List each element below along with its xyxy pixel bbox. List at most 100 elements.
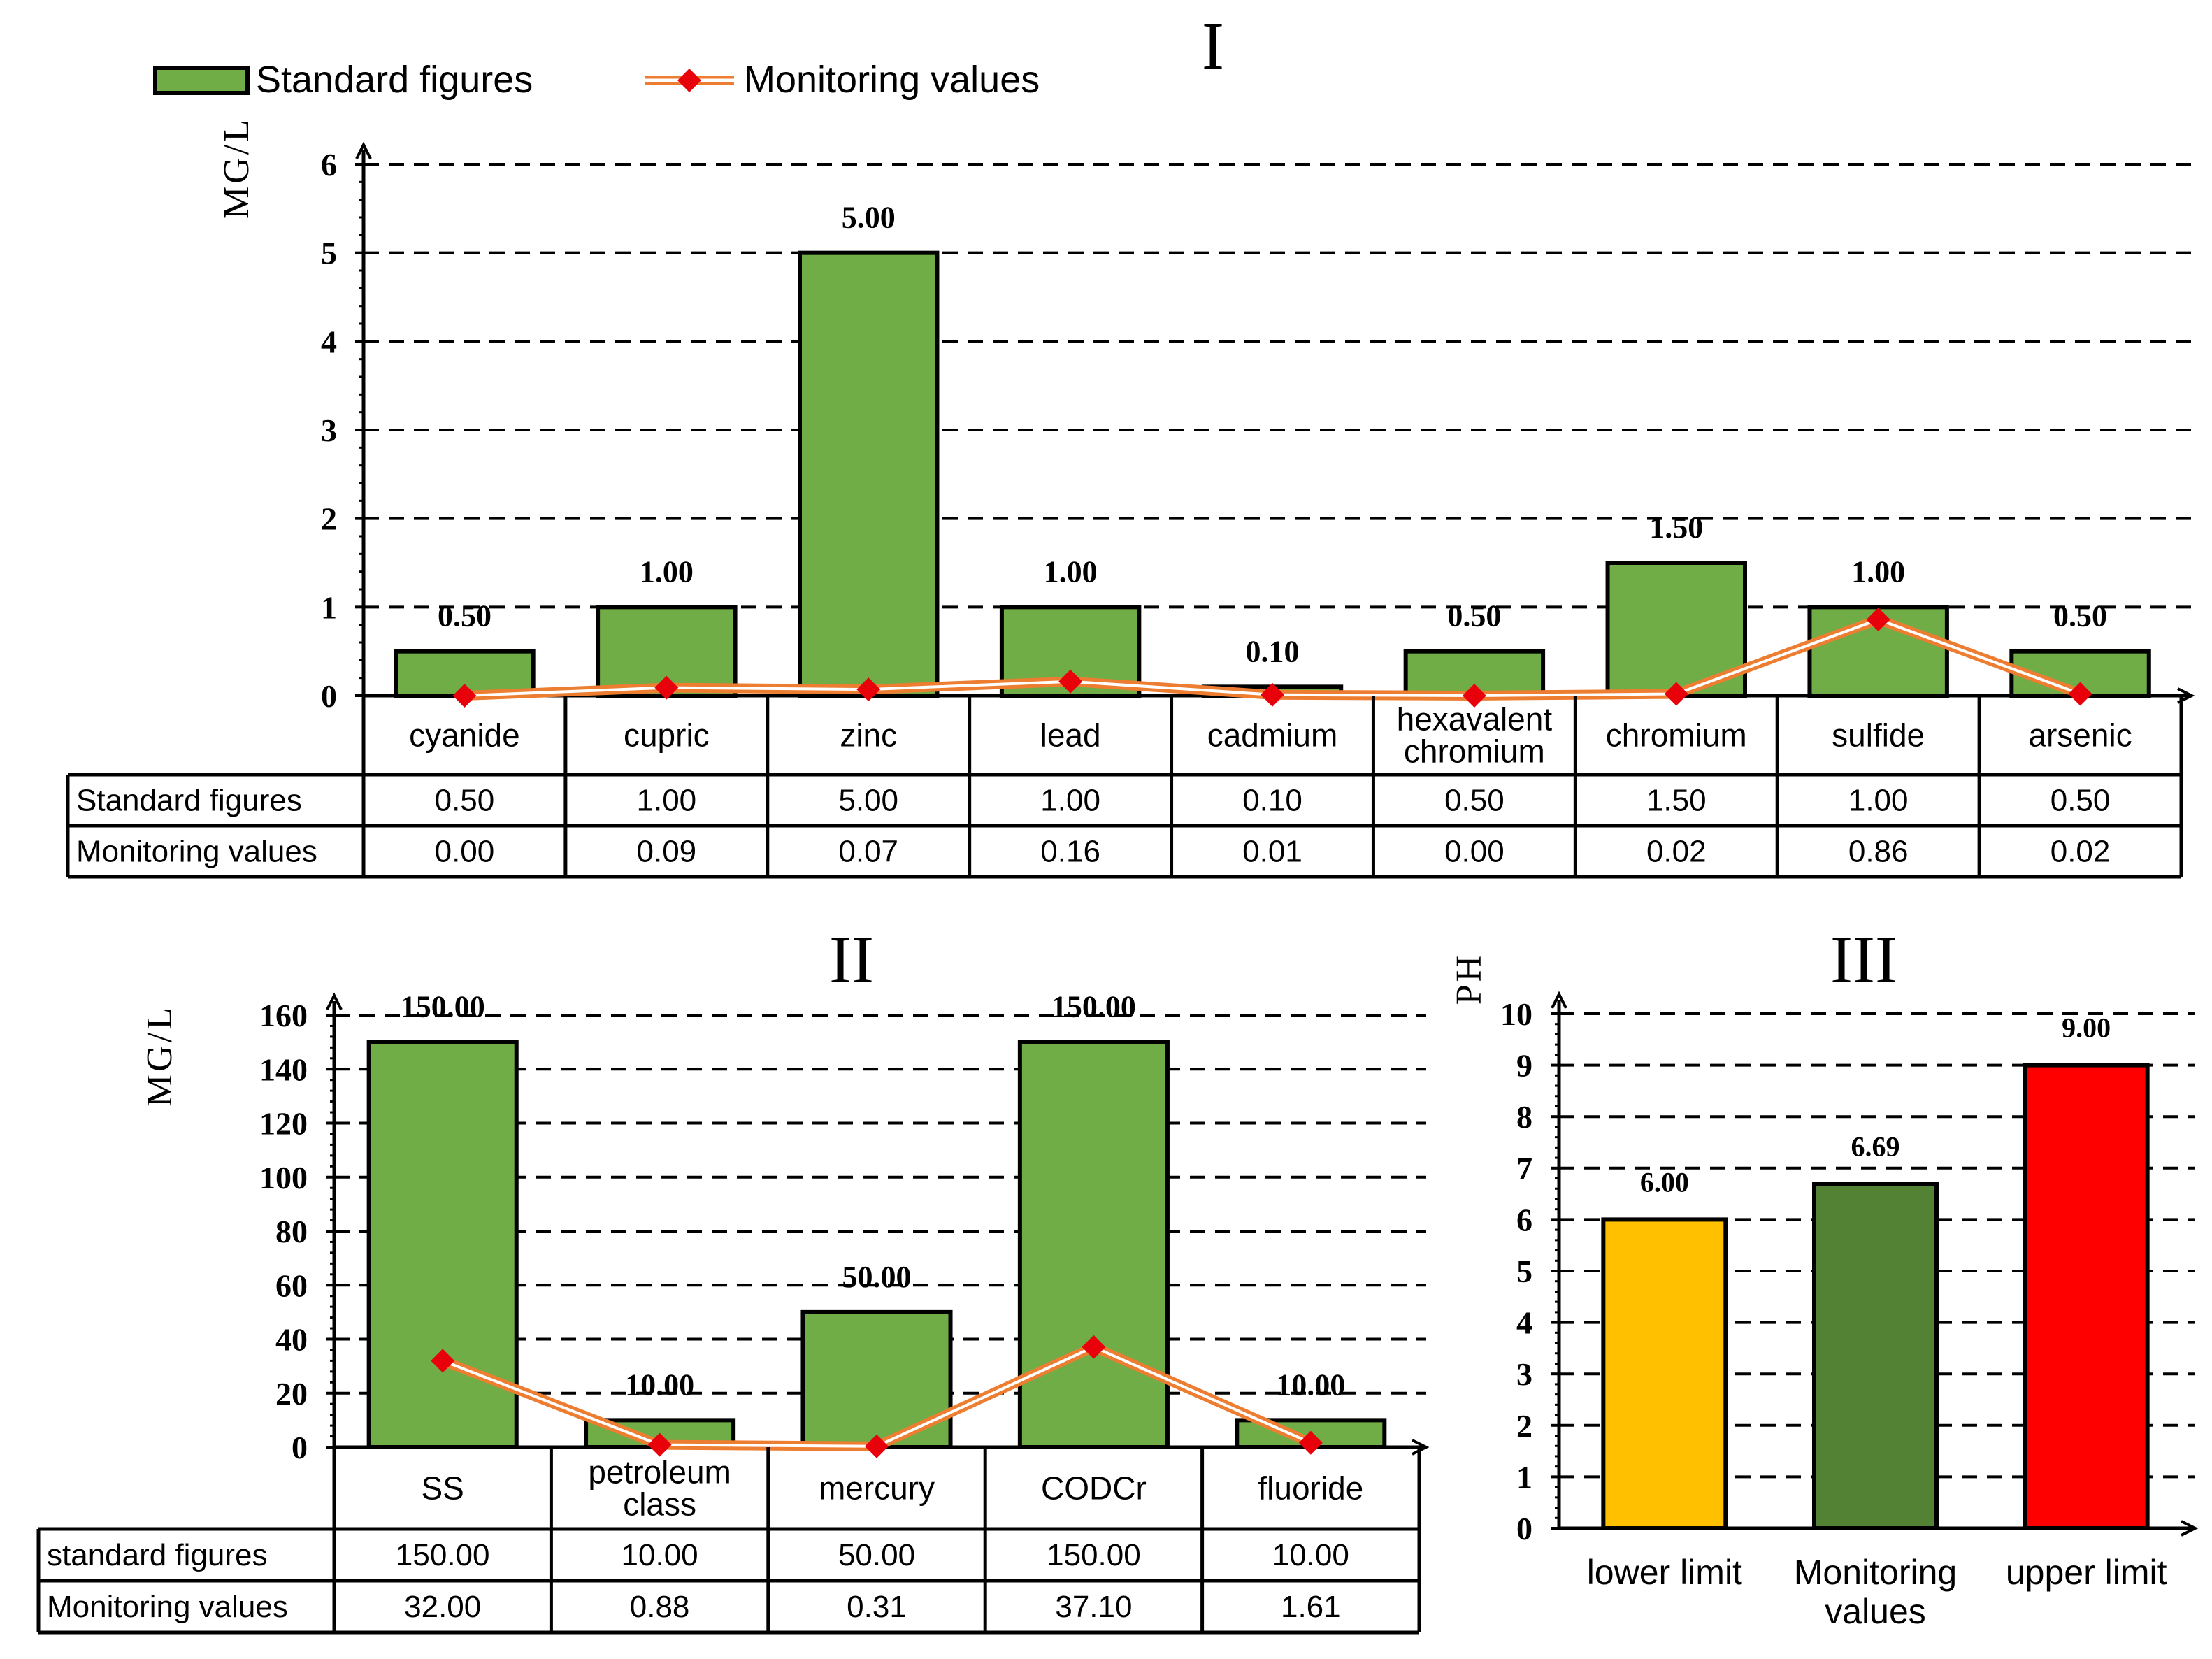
category-label: lower limit [1587,1553,1742,1592]
table-cell: 1.00 [1848,784,1909,818]
y-tick-label: 0 [321,678,337,714]
chart-title: I [1202,8,1224,83]
y-axis-label: MG/L [140,1005,180,1107]
y-tick-label: 40 [275,1322,308,1358]
y-tick-label: 0 [292,1430,308,1465]
table-cell: 0.01 [1242,835,1302,869]
y-axis-label: MG/L [217,117,257,219]
table-cell: 10.00 [1272,1538,1349,1572]
y-tick-label: 160 [259,998,308,1033]
table-cell: 1.50 [1646,784,1707,818]
y-tick-label: 6 [1516,1202,1532,1237]
table-cell: 150.00 [396,1538,490,1572]
monitoring-marker [1082,1335,1106,1359]
table-row-label: Monitoring values [47,1590,288,1624]
category-label: mercury [819,1470,935,1507]
monitoring-marker [1261,682,1284,707]
y-tick-label: 6 [321,147,337,182]
bar-data-label: 10.00 [1276,1367,1345,1402]
y-tick-label: 80 [275,1214,308,1249]
table-cell: 0.31 [847,1590,907,1624]
y-tick-label: 10 [1500,996,1532,1032]
table-cell: 32.00 [404,1590,481,1624]
y-axis-arrow [355,141,372,159]
category-label: arsenic [2028,717,2132,754]
bar-monitoring-values [1812,1182,1939,1530]
table-cell: 0.50 [2051,784,2111,818]
bar-data-label: 1.00 [1851,554,1905,589]
table-cell: 50.00 [838,1538,915,1572]
chart-II: II MG/L 0 20 40 60 80 100 120 140 160 150.00 10.00 50… [36,922,1430,1635]
table-cell: 0.07 [838,835,898,869]
y-tick-label: 9 [1516,1048,1532,1084]
table-cell: 0.88 [630,1590,690,1624]
monitoring-marker [654,675,679,700]
category-label: lead [1040,717,1101,754]
category-label: upper limit [2006,1553,2167,1592]
category-label: cupric [624,717,710,754]
bar-data-label: 10.00 [625,1367,694,1402]
bar-data-label: 0.10 [1246,634,1300,668]
table-cell: 0.16 [1040,835,1100,869]
table-cell: 0.09 [637,835,697,869]
legend-line-marker [677,69,701,92]
y-tick-label: 2 [321,501,337,537]
bar-data-label: 6.00 [1640,1166,1689,1198]
table-cell: 0.02 [2051,835,2111,869]
category-label: hexavalent chromium [1397,701,1553,770]
table-cell: 0.50 [435,784,495,818]
legend-line-label: Monitoring values [744,59,1040,101]
y-tick-label: 120 [259,1106,308,1142]
y-tick-label: 1 [321,589,337,625]
monitoring-marker [1298,1430,1323,1455]
category-label: CODCr [1041,1470,1147,1507]
table-row-label: Standard figures [76,784,302,818]
table-cell: 0.86 [1848,835,1909,869]
y-tick-label: 5 [321,236,337,271]
legend-bar-swatch [153,66,250,95]
table-cell: 1.61 [1281,1590,1341,1624]
y-tick-label: 60 [275,1267,308,1303]
y-tick-label: 5 [1516,1254,1532,1289]
chart-title: II [829,922,874,997]
bar-data-label: 50.00 [842,1260,912,1294]
x-axis-arrow [2181,1520,2199,1537]
y-axis-arrow [326,992,343,1010]
category-label: zinc [840,717,897,754]
y-tick-label: 0 [1516,1511,1532,1546]
chart-III: III PH 0 1 2 3 4 5 6 7 8 9 10 6.00 6.69 9.00 lower limit… [1449,922,2199,1631]
bar-data-label: 1.00 [640,554,694,589]
monitoring-marker [452,684,477,708]
bar-upper-limit [2023,1063,2150,1530]
y-tick-label: 1 [1516,1459,1532,1495]
table-cell: 0.00 [435,835,495,869]
table-cell: 37.10 [1055,1590,1132,1624]
table-cell: 150.00 [1047,1538,1141,1572]
x-axis-arrow [1412,1439,1430,1456]
bar-zinc [798,250,940,698]
table-cell: 0.50 [1444,784,1504,818]
bar-data-label: 6.69 [1851,1131,1900,1163]
bar-data-label: 5.00 [842,201,896,235]
bar-codcr [1017,1040,1170,1449]
category-label: SS [422,1470,464,1507]
monitoring-marker [431,1349,455,1373]
y-tick-label: 20 [275,1376,308,1412]
y-tick-label: 100 [259,1160,308,1195]
bar-data-label: 1.50 [1649,510,1703,545]
category-label: cadmium [1207,717,1338,754]
bar-data-label: 9.00 [2062,1012,2111,1044]
y-tick-label: 4 [1516,1305,1532,1341]
y-tick-label: 4 [321,324,337,359]
bar-data-label: 0.50 [1447,599,1501,633]
bar-data-label: 0.50 [438,599,491,633]
bar-data-label: 1.00 [1044,554,1098,589]
table-cell: 0.00 [1444,835,1504,869]
bar-data-label: 0.50 [2053,599,2107,633]
table-cell: 0.10 [1242,784,1302,818]
table-cell: 10.00 [622,1538,698,1572]
category-label: petroleum class [588,1454,731,1523]
y-tick-label: 8 [1516,1099,1532,1135]
category-label: fluoride [1258,1470,1363,1507]
